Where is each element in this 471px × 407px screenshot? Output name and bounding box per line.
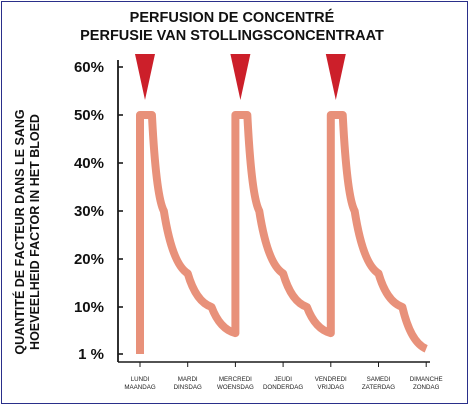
infusion-marker — [325, 54, 346, 100]
x-tick-label-nl: DINSDAG — [174, 384, 202, 391]
y-tick-label: 40% — [74, 155, 104, 172]
x-tick-label-nl: ZONDAG — [413, 384, 440, 391]
y-axis-label-fr: QUANTITÉ DE FACTEUR DANS LE SANG — [12, 109, 27, 354]
y-axis-label-nl: HOEVEELHEID FACTOR IN HET BLOED — [28, 114, 42, 350]
x-tick-label-nl: MAANDAG — [124, 384, 155, 391]
y-tick-label: 50% — [74, 107, 104, 124]
x-tick-label-fr: DIMANCHE — [410, 376, 443, 383]
series-line — [136, 111, 429, 354]
y-tick-label: 20% — [74, 251, 104, 268]
chart-title: PERFUSION DE CONCENTRÉ — [130, 9, 335, 26]
infusion-marker — [135, 54, 155, 100]
x-tick-label-fr: SAMEDI — [367, 376, 391, 383]
infusion-marker — [230, 54, 251, 100]
x-tick-label-nl: WOENSDAG — [217, 384, 254, 391]
x-tick-label-nl: ZATERDAG — [362, 384, 395, 391]
x-tick-label-fr: VENDREDI — [315, 376, 347, 383]
y-tick-label: 60% — [74, 59, 104, 76]
x-tick-label-nl: DONDERDAG — [263, 384, 303, 391]
y-tick-label: 1 % — [78, 346, 104, 363]
x-tick-label-fr: MERCREDI — [219, 376, 252, 383]
y-tick-label: 10% — [74, 299, 104, 316]
x-tick-label-nl: VRIJDAG — [317, 384, 344, 391]
y-tick-label: 30% — [74, 203, 104, 220]
x-tick-label-fr: JEUDI — [274, 376, 292, 383]
x-tick-label-fr: MARDI — [178, 376, 198, 383]
plot-area: 60%50%40%30%20%10%1 %LUNDIMAANDAGMARDIDI… — [74, 54, 443, 391]
x-tick-label-fr: LUNDI — [131, 376, 150, 383]
chart-subtitle: PERFUSIE VAN STOLLINGSCONCENTRAAT — [80, 28, 384, 44]
